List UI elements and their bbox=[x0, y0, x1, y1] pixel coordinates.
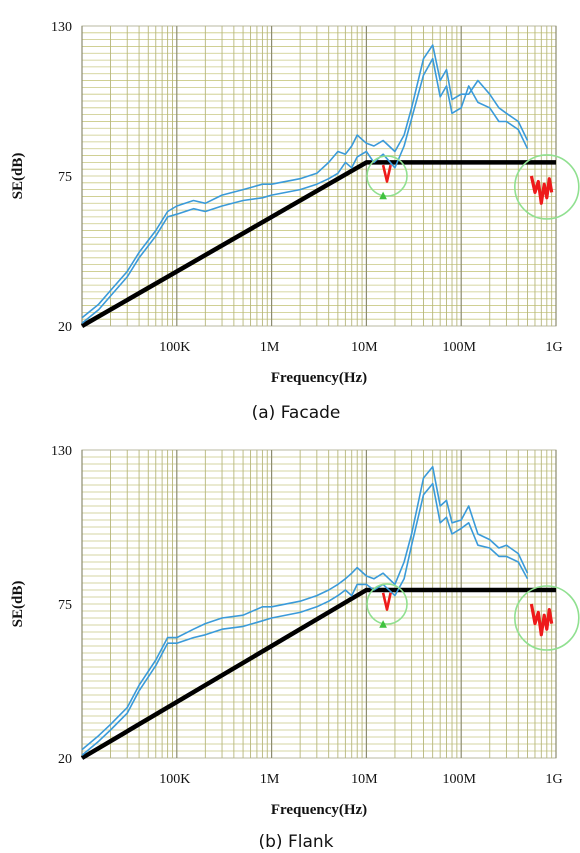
x-tick-label: 10M bbox=[351, 340, 378, 355]
x-tick-label: 1G bbox=[545, 772, 562, 787]
figure-caption: (a) Facade bbox=[252, 403, 341, 423]
y-tick-label: 75 bbox=[58, 170, 72, 185]
y-axis-label: SE(dB) bbox=[10, 581, 26, 628]
x-tick-label: 100K bbox=[159, 772, 190, 787]
y-tick-label: 20 bbox=[58, 752, 72, 767]
marker-triangle: ▲ bbox=[379, 618, 387, 629]
y-tick-label: 75 bbox=[58, 598, 72, 613]
chart-facade: ▲ 130 75 20 100K 1M 10M 100M 1G Frequency(Hz) SE(d… bbox=[10, 20, 580, 423]
x-axis-label: Frequency(Hz) bbox=[271, 370, 367, 386]
limit-line bbox=[80, 587, 556, 760]
series-blue-line-1 bbox=[81, 44, 529, 319]
x-tick-label: 1G bbox=[545, 340, 562, 355]
limit-line bbox=[80, 160, 556, 328]
marker-triangle: ▲ bbox=[379, 190, 387, 201]
series-blue-line-1 bbox=[81, 465, 529, 751]
y-tick-label: 130 bbox=[51, 20, 72, 35]
series-red-line bbox=[529, 603, 554, 637]
x-axis-label: Frequency(Hz) bbox=[271, 802, 367, 818]
x-tick-label: 100M bbox=[442, 340, 476, 355]
series-red-line bbox=[529, 175, 554, 205]
x-tick-label: 100K bbox=[159, 340, 190, 355]
y-tick-label: 130 bbox=[51, 444, 72, 459]
figure-caption: (b) Flank bbox=[259, 832, 334, 852]
series-blue-line-2 bbox=[81, 482, 529, 756]
series-red-line bbox=[381, 592, 392, 611]
chart-flank: ▲ 130 75 20 100K 1M 10M 100M 1G Frequency(Hz) SE(d… bbox=[10, 444, 580, 852]
x-tick-label: 1M bbox=[260, 772, 280, 787]
y-tick-label: 20 bbox=[58, 320, 72, 335]
highlight-circle bbox=[514, 585, 580, 651]
highlight-circle bbox=[366, 583, 408, 625]
highlight-circle bbox=[366, 155, 408, 197]
x-tick-label: 1M bbox=[260, 340, 280, 355]
x-tick-label: 10M bbox=[351, 772, 378, 787]
y-axis-label: SE(dB) bbox=[10, 153, 26, 200]
x-tick-label: 100M bbox=[442, 772, 476, 787]
series-blue-line-2 bbox=[81, 57, 529, 324]
highlight-circle bbox=[514, 154, 580, 220]
series-red-line bbox=[381, 164, 392, 183]
